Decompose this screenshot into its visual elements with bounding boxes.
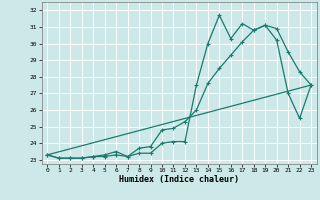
X-axis label: Humidex (Indice chaleur): Humidex (Indice chaleur) xyxy=(119,175,239,184)
